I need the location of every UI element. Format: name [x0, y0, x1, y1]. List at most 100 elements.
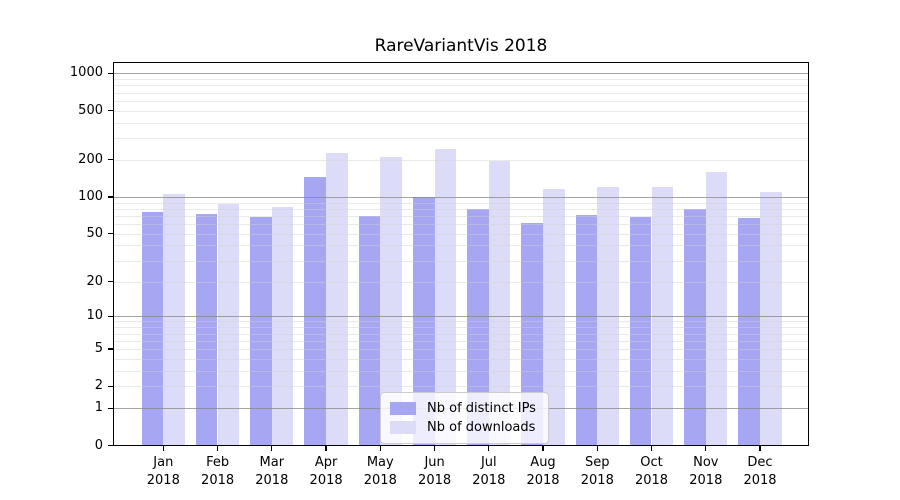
- x-tick-label-may: May 2018: [350, 454, 410, 490]
- x-tick-label-aug: Aug 2018: [513, 454, 573, 490]
- chart-title: RareVariantVis 2018: [374, 36, 548, 56]
- y-tick-200: [108, 159, 113, 161]
- bar-nb-of-distinct-ips-jun: [412, 196, 435, 446]
- gridline-minor-50: [113, 233, 809, 235]
- plot-area: Nb of distinct IPs Nb of downloads: [113, 62, 809, 446]
- gridline-minor-40: [113, 245, 809, 247]
- x-tick-label-feb: Feb 2018: [188, 454, 248, 490]
- legend-label-downloads: Nb of downloads: [427, 420, 536, 435]
- bar-nb-of-downloads-nov: [705, 172, 728, 446]
- bar-nb-of-distinct-ips-nov: [684, 209, 706, 446]
- gridline-minor-80: [113, 208, 809, 210]
- bar-nb-of-distinct-ips-may: [358, 215, 381, 446]
- x-tick-year: 2018: [689, 472, 723, 488]
- gridline-minor-700: [113, 92, 809, 94]
- y-tick-label-50: 50: [86, 225, 103, 241]
- y-tick-label-5: 5: [94, 341, 103, 356]
- x-tick-jul: [488, 445, 490, 451]
- x-tick-jan: [162, 445, 164, 451]
- gridline-minor-600: [113, 100, 809, 102]
- x-tick-sep: [596, 445, 598, 451]
- bar-nb-of-downloads-dec: [760, 191, 782, 446]
- gridline-minor-400: [113, 122, 809, 124]
- x-tick-label-jun: Jun 2018: [405, 454, 465, 490]
- gridline-major-1000: [113, 73, 809, 75]
- legend-entry-distinct-ips: Nb of distinct IPs: [390, 399, 536, 418]
- bars-layer: [113, 62, 809, 446]
- legend-entry-downloads: Nb of downloads: [390, 418, 536, 437]
- x-tick-year: 2018: [201, 472, 235, 488]
- x-tick-year: 2018: [526, 472, 560, 488]
- bar-nb-of-downloads-aug: [543, 189, 565, 446]
- y-tick-label-2: 2: [94, 378, 103, 394]
- bar-nb-of-downloads-sep: [597, 187, 619, 446]
- x-tick-year: 2018: [363, 472, 397, 488]
- gridline-minor-200: [113, 159, 809, 161]
- x-tick-year: 2018: [472, 472, 506, 488]
- gridline-minor-20: [113, 281, 809, 283]
- gridline-major-100: [113, 196, 809, 198]
- x-tick-year: 2018: [146, 472, 180, 488]
- y-tick-20: [108, 280, 113, 283]
- bar-nb-of-downloads-jul: [488, 161, 511, 446]
- x-tick-aug: [542, 445, 544, 451]
- bar-nb-of-downloads-may: [380, 157, 402, 446]
- gridline-minor-800: [113, 85, 809, 87]
- x-tick-year: 2018: [309, 472, 343, 488]
- x-tick-nov: [705, 445, 707, 451]
- x-tick-label-sep: Sep 2018: [567, 454, 627, 490]
- bar-nb-of-downloads-jun: [434, 148, 457, 446]
- x-tick-year: 2018: [255, 472, 289, 488]
- x-tick-dec: [759, 445, 761, 451]
- x-tick-apr: [325, 445, 327, 451]
- bar-nb-of-distinct-ips-apr: [304, 177, 327, 446]
- bar-nb-of-distinct-ips-oct: [629, 216, 652, 446]
- x-tick-mar: [271, 445, 273, 451]
- y-tick-label-500: 500: [78, 102, 103, 118]
- y-tick-label-200: 200: [78, 151, 103, 167]
- x-tick-label-jul: Jul 2018: [459, 454, 519, 490]
- legend-box: Nb of distinct IPs Nb of downloads: [380, 392, 549, 444]
- gridline-minor-9: [113, 321, 809, 323]
- bar-nb-of-distinct-ips-mar: [250, 216, 272, 446]
- legend-swatch-downloads: [390, 421, 416, 434]
- x-tick-label-apr: Apr 2018: [296, 454, 356, 490]
- bar-nb-of-downloads-jan: [163, 194, 185, 446]
- legend-label-distinct-ips: Nb of distinct IPs: [427, 401, 536, 416]
- bar-nb-of-downloads-mar: [271, 207, 294, 446]
- x-tick-label-jan: Jan 2018: [133, 454, 193, 490]
- bar-nb-of-downloads-apr: [326, 152, 348, 446]
- gridline-minor-7: [113, 333, 809, 335]
- bar-nb-of-distinct-ips-aug: [521, 223, 544, 446]
- x-tick-may: [379, 445, 381, 451]
- gridline-minor-500: [113, 110, 809, 112]
- y-tick-50: [108, 233, 113, 235]
- gridline-minor-3: [113, 370, 809, 372]
- gridline-minor-6: [113, 340, 809, 342]
- x-tick-year: 2018: [418, 472, 452, 488]
- x-tick-year: 2018: [634, 472, 669, 488]
- bar-nb-of-distinct-ips-jul: [467, 209, 489, 446]
- gridline-minor-90: [113, 202, 809, 204]
- gridline-minor-8: [113, 327, 809, 329]
- y-tick-label-0: 0: [94, 437, 103, 453]
- y-tick-label-1: 1: [94, 400, 103, 416]
- x-tick-label-dec: Dec 2018: [730, 454, 790, 490]
- gridline-minor-5: [113, 349, 809, 350]
- bar-nb-of-distinct-ips-sep: [575, 215, 598, 446]
- x-tick-label-oct: Oct 2018: [622, 454, 682, 490]
- x-tick-year: 2018: [743, 472, 777, 488]
- y-tick-1: [108, 407, 113, 409]
- x-tick-label-nov: Nov 2018: [676, 454, 736, 490]
- gridline-major-10: [113, 316, 809, 318]
- y-tick-1000: [108, 72, 113, 74]
- x-tick-feb: [216, 445, 219, 451]
- bar-nb-of-downloads-oct: [651, 187, 674, 446]
- y-tick-label-10: 10: [86, 308, 103, 324]
- y-tick-500: [108, 109, 113, 112]
- y-tick-label-20: 20: [86, 273, 103, 289]
- gridline-minor-70: [113, 215, 809, 217]
- gridline-minor-300: [113, 138, 809, 139]
- y-tick-2: [108, 385, 113, 387]
